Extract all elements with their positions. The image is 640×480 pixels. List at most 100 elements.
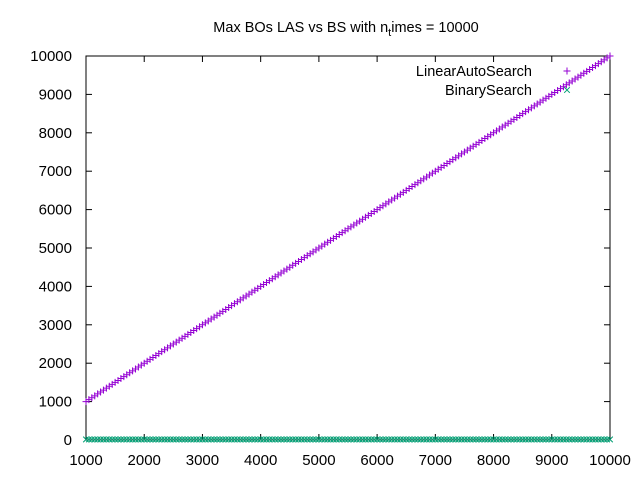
x-tick-label: 10000 bbox=[589, 452, 631, 469]
data-point-binary-search bbox=[280, 436, 288, 443]
data-point-binary-search bbox=[589, 436, 596, 443]
data-point-binary-search bbox=[411, 436, 419, 443]
data-point-binary-search bbox=[400, 436, 407, 443]
data-point-binary-search bbox=[601, 436, 608, 443]
data-point-binary-search bbox=[478, 436, 486, 443]
data-point-binary-search bbox=[208, 436, 215, 443]
data-point-binary-search bbox=[586, 436, 593, 443]
data-point-binary-search bbox=[598, 436, 605, 443]
x-axis: 1000 2000 3000 4000 5000 6000 7000 8000 9000 1000… bbox=[69, 56, 631, 469]
data-point-binary-search bbox=[502, 436, 509, 443]
data-point-binary-search bbox=[222, 436, 229, 443]
data-point-binary-search bbox=[484, 436, 491, 443]
y-tick-label: 1000 bbox=[39, 394, 72, 411]
data-point-binary-search bbox=[490, 436, 497, 443]
data-point-binary-search bbox=[213, 436, 221, 443]
data-point-binary-search bbox=[536, 436, 544, 443]
data-point-binary-search bbox=[516, 436, 523, 443]
y-tick-label: 8000 bbox=[39, 125, 72, 142]
data-point-binary-search bbox=[531, 436, 538, 443]
data-point-binary-search bbox=[350, 436, 357, 443]
data-point-binary-search bbox=[100, 436, 107, 443]
data-point-binary-search bbox=[365, 436, 372, 443]
data-point-binary-search bbox=[371, 436, 378, 443]
data-point-binary-search bbox=[286, 436, 293, 443]
series-binary-search bbox=[82, 436, 614, 443]
chart-title-rest: imes = 10000 bbox=[391, 20, 478, 36]
x-tick-label: 2000 bbox=[128, 452, 161, 469]
data-point-binary-search bbox=[184, 436, 192, 443]
data-point-binary-search bbox=[161, 436, 168, 443]
data-point-binary-search bbox=[336, 436, 343, 443]
data-point-binary-search bbox=[525, 436, 532, 443]
data-point-binary-search bbox=[193, 436, 200, 443]
data-point-binary-search bbox=[272, 436, 279, 443]
data-point-binary-search bbox=[592, 436, 599, 443]
data-point-binary-search bbox=[522, 436, 529, 443]
data-point-binary-search bbox=[382, 436, 389, 443]
data-point-binary-search bbox=[257, 436, 264, 443]
data-point-binary-search bbox=[103, 436, 110, 443]
chart-title-subscript: t bbox=[388, 27, 391, 39]
data-point-binary-search bbox=[176, 436, 183, 443]
data-point-binary-search bbox=[88, 436, 95, 443]
data-point-binary-search bbox=[266, 436, 273, 443]
data-point-binary-search bbox=[91, 436, 98, 443]
data-point-binary-search bbox=[548, 436, 555, 443]
data-point-binary-search bbox=[135, 436, 142, 443]
data-point-binary-search bbox=[117, 436, 125, 443]
data-point-binary-search bbox=[452, 436, 459, 443]
data-point-binary-search bbox=[178, 436, 186, 443]
data-point-binary-search bbox=[216, 436, 224, 443]
y-tick-label: 2000 bbox=[39, 355, 72, 372]
data-point-binary-search bbox=[528, 436, 535, 443]
y-tick-label: 6000 bbox=[39, 202, 72, 219]
data-point-binary-search bbox=[141, 436, 148, 443]
y-tick-label: 3000 bbox=[39, 317, 72, 334]
data-point-binary-search bbox=[569, 436, 576, 443]
x-tick-label: 3000 bbox=[186, 452, 219, 469]
data-point-binary-search bbox=[251, 436, 258, 443]
y-tick-label: 9000 bbox=[39, 86, 72, 103]
data-point-binary-search bbox=[85, 436, 93, 443]
data-point-binary-search bbox=[388, 436, 395, 443]
data-point-binary-search bbox=[143, 436, 151, 443]
data-point-binary-search bbox=[560, 436, 567, 443]
data-point-binary-search bbox=[475, 436, 483, 443]
data-point-binary-search bbox=[519, 436, 526, 443]
data-point-binary-search bbox=[274, 436, 282, 443]
data-point-binary-search bbox=[580, 436, 587, 443]
data-point-binary-search bbox=[97, 436, 104, 443]
data-point-binary-search bbox=[440, 436, 448, 443]
data-point-binary-search bbox=[574, 436, 582, 443]
data-point-binary-search bbox=[563, 436, 570, 443]
data-point-binary-search bbox=[499, 436, 506, 443]
data-point-binary-search bbox=[94, 436, 101, 443]
data-point-binary-search bbox=[362, 436, 369, 443]
data-point-binary-search bbox=[202, 436, 209, 443]
data-point-binary-search bbox=[324, 436, 331, 443]
data-point-binary-search bbox=[359, 436, 366, 443]
x-tick-label: 5000 bbox=[302, 452, 335, 469]
data-point-binary-search bbox=[507, 436, 515, 443]
y-tick-label: 5000 bbox=[39, 240, 72, 257]
data-point-binary-search bbox=[321, 436, 328, 443]
data-point-binary-search bbox=[397, 436, 404, 443]
data-point-binary-search bbox=[557, 436, 564, 443]
data-point-binary-search bbox=[481, 436, 488, 443]
data-point-binary-search bbox=[391, 436, 398, 443]
data-point-binary-search bbox=[205, 436, 212, 443]
data-point-binary-search bbox=[417, 436, 424, 443]
data-point-binary-search bbox=[138, 436, 145, 443]
data-point-binary-search bbox=[307, 436, 314, 443]
data-point-binary-search bbox=[566, 436, 573, 443]
data-point-binary-search bbox=[341, 436, 349, 443]
data-point-binary-search bbox=[504, 436, 512, 443]
x-tick-label: 6000 bbox=[360, 452, 393, 469]
legend-marker-linear-auto-search bbox=[563, 67, 571, 75]
x-tick-label: 4000 bbox=[244, 452, 277, 469]
data-point-binary-search bbox=[181, 436, 189, 443]
data-point-binary-search bbox=[158, 436, 165, 443]
data-point-binary-search bbox=[283, 436, 291, 443]
